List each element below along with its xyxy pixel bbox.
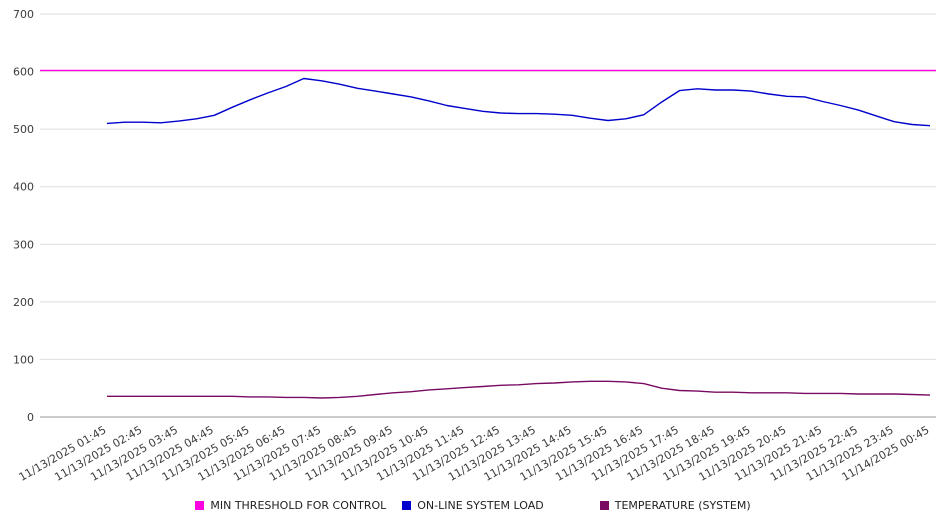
y-tick-label: 200 xyxy=(13,296,34,309)
legend-item-temperature-system: TEMPERATURE (SYSTEM) xyxy=(599,499,751,512)
legend-swatch-online-system-load xyxy=(402,501,412,510)
legend-item-min-threshold: MIN THRESHOLD FOR CONTROL xyxy=(195,499,386,512)
legend-item-online-system-load: ON-LINE SYSTEM LOAD xyxy=(402,499,544,512)
legend-swatch-min-threshold xyxy=(195,501,205,510)
series-line-2 xyxy=(107,380,931,399)
y-tick-label: 0 xyxy=(27,411,34,424)
legend-label-min-threshold: MIN THRESHOLD FOR CONTROL xyxy=(210,499,387,512)
y-tick-label: 100 xyxy=(13,353,34,366)
series-line-1 xyxy=(106,77,931,127)
y-tick-label: 700 xyxy=(13,8,34,21)
legend-swatch-temperature-system xyxy=(599,501,609,510)
y-tick-label: 600 xyxy=(13,66,34,79)
y-tick-label: 500 xyxy=(13,123,34,136)
y-tick-label: 400 xyxy=(13,181,34,194)
legend-label-online-system-load: ON-LINE SYSTEM LOAD xyxy=(417,499,544,512)
legend-label-temperature-system: TEMPERATURE (SYSTEM) xyxy=(614,499,751,512)
chart-legend: MIN THRESHOLD FOR CONTROL ON-LINE SYSTEM… xyxy=(0,499,946,512)
y-tick-label: 300 xyxy=(13,238,34,251)
